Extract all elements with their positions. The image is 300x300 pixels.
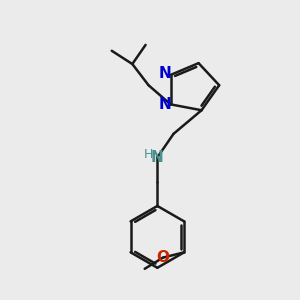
Text: N: N — [159, 66, 172, 81]
Text: N: N — [159, 97, 172, 112]
Text: N: N — [151, 150, 164, 165]
Text: O: O — [156, 250, 170, 265]
Text: H: H — [143, 148, 153, 161]
